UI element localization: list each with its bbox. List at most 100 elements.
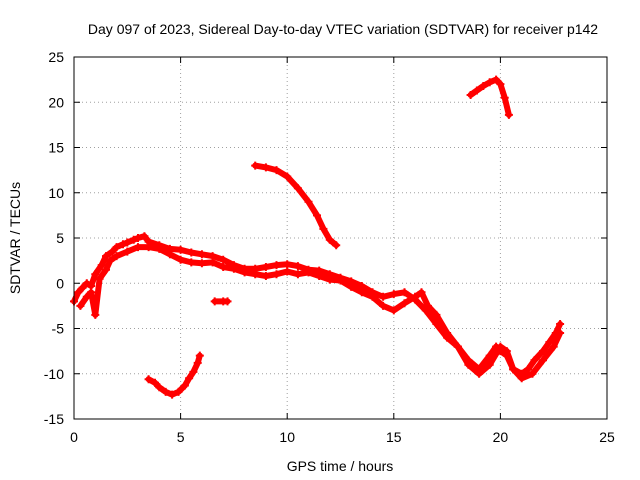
data-point [379,301,388,310]
data-point [87,288,96,297]
data-point [502,347,511,356]
y-tick-label: 25 [48,49,64,65]
data-point [304,197,313,206]
data-point [545,338,554,347]
axis-ticks: 0 5 10 15 20 25 -15 -10 -5 0 5 10 15 20 25 [44,49,615,445]
data-point [389,306,398,315]
data-point [123,238,132,247]
y-tick-label: 0 [56,275,64,291]
data-point [180,381,189,390]
data-point [185,374,194,383]
data-point [417,288,426,297]
series-segment-evening-high [466,75,513,119]
y-tick-label: 15 [48,140,64,156]
y-tick-label: 20 [48,94,64,110]
data-point [193,358,202,367]
data-point [304,268,313,277]
data-point [95,274,104,283]
data-point [325,235,334,244]
data-point [210,297,219,306]
data-point [504,110,513,119]
data-point [315,272,324,280]
data-point [379,292,388,301]
data-point [293,262,302,271]
data-point [517,374,526,383]
series-segment-midday-high [251,161,341,250]
data-point [485,78,494,87]
data-point [144,243,153,252]
data-point [319,224,328,233]
data-point [174,387,183,396]
data-point [123,247,132,256]
data-point [108,247,117,256]
data-point [313,211,321,220]
data-point [479,82,488,90]
data-point [325,275,334,284]
y-tick-label: -5 [52,321,65,337]
data-point [272,166,281,175]
data-point [129,235,138,244]
data-point [106,256,115,265]
series-main-track-a [70,232,565,378]
data-point [556,320,565,328]
data-point [251,161,260,170]
data-point [464,360,473,369]
data-point [400,288,409,297]
y-axis-label: SDTVAR / TECUs [7,182,23,294]
x-tick-label: 5 [177,429,185,445]
data-point [466,91,475,99]
data-point [549,342,558,351]
data-point [556,329,565,337]
data-point [496,80,505,89]
data-point [400,299,409,308]
data-point [112,243,121,252]
data-point [102,252,110,261]
data-point [453,342,462,351]
data-point [500,93,509,102]
data-point [492,75,501,84]
data-point [155,383,164,392]
data-point [509,365,518,374]
data-point [229,264,238,273]
x-tick-label: 15 [386,429,402,445]
data-point [219,263,228,271]
chart-title: Day 097 of 2023, Sidereal Day-to-day VTE… [88,21,598,37]
data-point [97,261,106,270]
data-point [140,232,149,241]
y-tick-label: -15 [44,411,64,427]
data-point [119,240,127,249]
data-point [293,270,302,279]
data-point [524,365,533,374]
data-point [223,297,232,306]
data-point [168,390,177,399]
y-tick-label: 10 [48,185,64,201]
data-point [472,86,481,95]
data-point [155,244,164,253]
series-line [252,162,340,249]
data-point [219,255,228,264]
data-point [272,261,281,270]
data-point [102,265,110,274]
grid-lines [74,57,607,419]
series-line [71,233,564,377]
data-point [161,387,170,396]
data-point [261,272,270,280]
data-point [485,360,494,369]
data-point [187,248,196,257]
data-point [332,241,341,250]
y-tick-label: -10 [44,366,64,382]
data-point [261,263,270,271]
data-point [539,356,547,365]
data-point [357,288,366,297]
data-point [389,290,398,299]
data-point [432,310,441,319]
data-point [176,245,185,254]
data-point [528,369,537,378]
data-point [283,267,292,276]
series-segment-morning-low [144,351,204,399]
x-tick-label: 0 [70,429,78,445]
data-point [251,270,260,279]
x-axis-label: GPS time / hours [287,458,394,474]
series-segment-short [210,297,232,306]
